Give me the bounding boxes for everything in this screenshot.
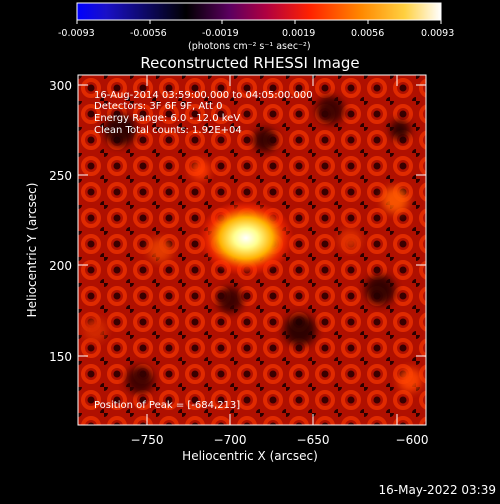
colorbar-tick-label: -0.0019 <box>202 28 239 39</box>
colorbar-ticks <box>76 20 442 24</box>
plot-frame <box>77 74 427 426</box>
y-axis-title: Heliocentric Y (arcsec) <box>25 183 39 318</box>
colorbar <box>76 2 442 21</box>
y-axis-ticks <box>78 84 426 357</box>
flare-source <box>198 200 294 276</box>
colorbar-tick-label: -0.0056 <box>130 28 167 39</box>
info-line-counts: Clean Total counts: 1.92E+04 <box>94 125 242 136</box>
colorbar-tick-label: 0.0056 <box>351 28 384 39</box>
x-tick-label: −700 <box>214 433 247 447</box>
x-tick-label: −750 <box>131 433 164 447</box>
peak-position-label: Position of Peak = [-684,213] <box>94 400 240 411</box>
y-tick-label: 200 <box>49 259 72 273</box>
x-axis-title: Heliocentric X (arcsec) <box>182 449 318 463</box>
y-tick-label: 250 <box>49 169 72 183</box>
colorbar-units: (photons cm⁻² s⁻¹ asec⁻²) <box>188 41 311 52</box>
x-axis-ticks <box>146 75 398 425</box>
info-line-energy: Energy Range: 6.0 - 12.0 keV <box>94 113 240 124</box>
info-line-detectors: Detectors: 3F 6F 9F, Att 0 <box>94 101 222 112</box>
plot-title: Reconstructed RHESSI Image <box>140 54 359 72</box>
colorbar-tick-label: 0.0093 <box>421 28 454 39</box>
solar-image <box>78 75 426 425</box>
x-tick-label: −600 <box>396 433 429 447</box>
y-tick-label: 150 <box>49 350 72 364</box>
footer-timestamp: 16-May-2022 03:39 <box>379 483 496 497</box>
colorbar-tick-label: -0.0093 <box>58 28 95 39</box>
colorbar-tick-label: 0.0019 <box>282 28 315 39</box>
x-tick-label: −650 <box>297 433 330 447</box>
info-line-time: 16-Aug-2014 03:59:00.000 to 04:05:00.000 <box>94 90 313 101</box>
y-tick-label: 300 <box>49 79 72 93</box>
